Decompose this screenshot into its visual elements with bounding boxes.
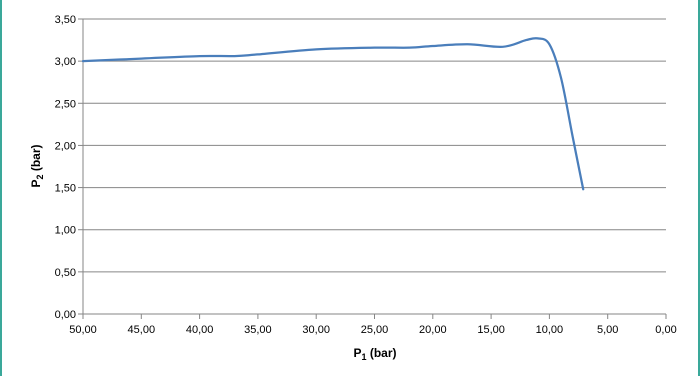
gridlines: [78, 18, 667, 319]
x-tick-label: 30,00: [302, 324, 330, 336]
y-axis-title: P2 (bar): [29, 144, 45, 187]
y-tick-label: 2,00: [55, 140, 76, 152]
x-tick-labels: 50,00 45,00 40,00 35,00 30,00 25,00 20,00 15,00…: [69, 324, 676, 336]
x-tick-label: 0,00: [655, 324, 676, 336]
x-tick-label: 20,00: [419, 324, 447, 336]
x-tick-label: 5,00: [597, 324, 618, 336]
x-tick-label: 50,00: [69, 324, 97, 336]
y-tick-label: 3,50: [55, 14, 76, 26]
x-axis-title: P1 (bar): [353, 346, 396, 362]
series-line-0: [81, 37, 585, 191]
y-tick-label: 0,50: [55, 267, 76, 279]
x-tick-label: 25,00: [361, 324, 389, 336]
x-tick-label: 15,00: [477, 324, 505, 336]
y-tick-label: 2,50: [55, 98, 76, 110]
x-tick-label: 40,00: [186, 324, 214, 336]
y-tick-label: 1,50: [55, 183, 76, 195]
y-tick-label: 1,00: [55, 225, 76, 237]
x-tick-label: 45,00: [128, 324, 156, 336]
y-tick-labels: 0,00 0,50 1,00 1,50 2,00 2,50 3,00 3,50: [55, 14, 76, 321]
x-tick-label: 35,00: [244, 324, 272, 336]
y-tick-label: 0,00: [55, 309, 76, 321]
x-tick-label: 10,00: [536, 324, 564, 336]
series-layer: [81, 37, 585, 191]
y-tick-label: 3,00: [55, 56, 76, 68]
